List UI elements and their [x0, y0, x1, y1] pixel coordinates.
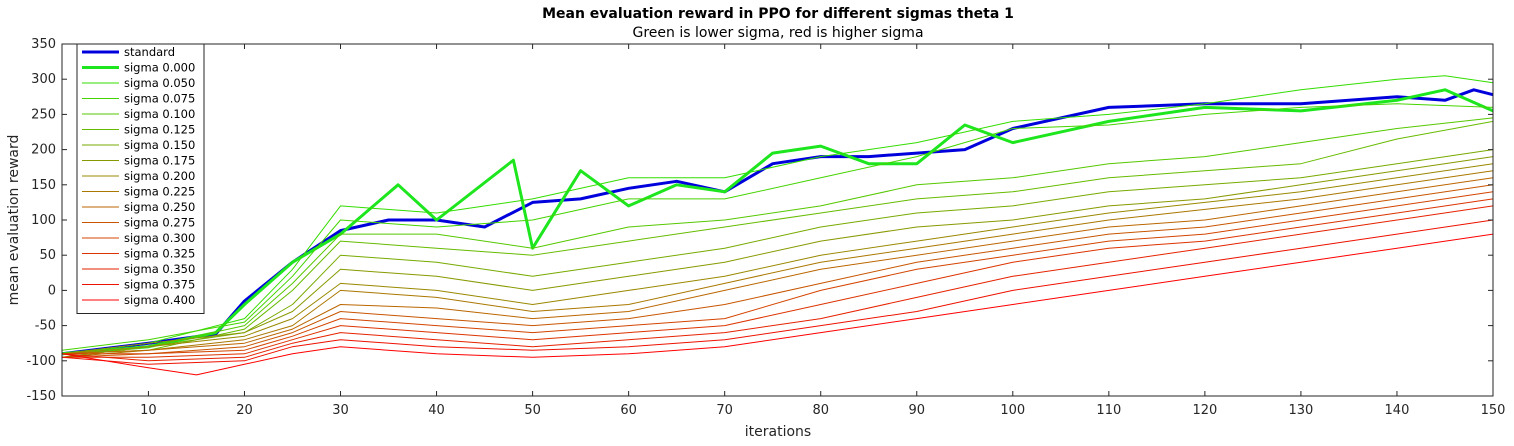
x-tick-label: 130	[1289, 403, 1314, 418]
legend-label: sigma 0.175	[124, 154, 195, 168]
plot-area: 10 20 30 40 50 60 70 80 90 100 110 120 130 140 150 -150…	[26, 37, 1505, 418]
series-line-11	[61, 184, 1494, 358]
legend-label: sigma 0.300	[124, 231, 195, 245]
series-line-5	[61, 120, 1494, 355]
x-tick-label: 70	[716, 403, 733, 418]
legend-label: standard	[124, 45, 175, 59]
x-tick-label: 110	[1096, 403, 1121, 418]
series-line-1	[61, 88, 1494, 356]
legend-label: sigma 0.375	[124, 278, 195, 292]
series-line-14	[61, 205, 1494, 362]
legend-label: sigma 0.400	[124, 293, 195, 307]
x-tick-label: 100	[1000, 403, 1025, 418]
y-tick-label: -150	[26, 389, 56, 404]
x-tick-label: 80	[812, 403, 829, 418]
x-tick-label: 40	[428, 403, 445, 418]
legend-label: sigma 0.100	[124, 107, 195, 121]
x-axis-label: iterations	[745, 424, 811, 440]
y-tick-label: 0	[48, 283, 56, 298]
y-tick-label: 250	[31, 107, 56, 122]
series-line-16	[61, 233, 1494, 376]
y-tick-label: 350	[31, 37, 56, 52]
axes-box	[61, 43, 1494, 397]
series-line-6	[61, 149, 1494, 358]
x-tick-label: 30	[332, 403, 349, 418]
y-tick-label: 100	[31, 213, 56, 228]
legend-label: sigma 0.150	[124, 138, 195, 152]
series-line-12	[62, 191, 1494, 355]
series-line-3	[61, 103, 1494, 351]
y-tick-label: 300	[31, 72, 56, 87]
x-tick-label: 150	[1481, 403, 1506, 418]
legend-label: sigma 0.125	[124, 123, 195, 137]
legend-label: sigma 0.000	[124, 61, 195, 75]
legend-label: sigma 0.250	[124, 200, 195, 214]
chart-title: Mean evaluation reward in PPO for differ…	[542, 6, 1014, 22]
legend-label: sigma 0.075	[124, 92, 195, 106]
chart-subtitle: Green is lower sigma, red is higher sigm…	[632, 25, 923, 41]
series-line-4	[61, 117, 1494, 358]
series-line-10	[61, 177, 1494, 355]
y-tick-label: 50	[39, 248, 56, 263]
legend-label: sigma 0.325	[124, 247, 195, 261]
series-line-15	[61, 219, 1494, 365]
legend-label: sigma 0.275	[124, 216, 195, 230]
legend-label: sigma 0.200	[124, 169, 195, 183]
legend-label: sigma 0.225	[124, 185, 195, 199]
y-tick-label: -50	[35, 319, 56, 334]
y-axis-label: mean evaluation reward	[6, 135, 22, 306]
y-tick-label: 200	[31, 143, 56, 158]
x-tick-label: 140	[1385, 403, 1410, 418]
legend-label: sigma 0.350	[124, 262, 195, 276]
x-tick-label: 90	[908, 403, 925, 418]
x-tick-label: 50	[524, 403, 541, 418]
series-line-8	[61, 163, 1494, 355]
y-tick-label: 150	[31, 178, 56, 193]
x-tick-label: 120	[1192, 403, 1217, 418]
series-line-13	[62, 198, 1494, 358]
x-tick-label: 20	[236, 403, 253, 418]
x-tick-label: 60	[620, 403, 637, 418]
x-tick-label: 10	[140, 403, 157, 418]
series-line-7	[61, 156, 1494, 355]
y-tick-label: -100	[26, 354, 56, 369]
series-line-2	[61, 75, 1494, 355]
legend-label: sigma 0.050	[124, 76, 195, 90]
series-line-9	[61, 170, 1494, 358]
